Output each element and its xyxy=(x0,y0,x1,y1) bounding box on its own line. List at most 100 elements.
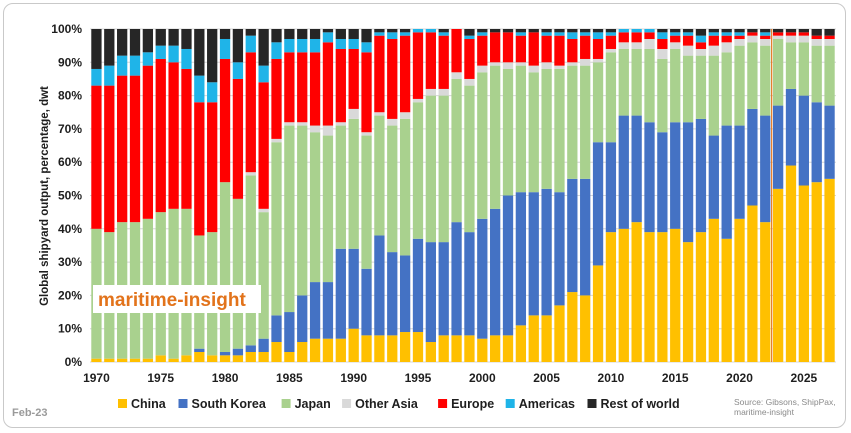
bar-segment-europe xyxy=(194,102,205,236)
bar-segment-rest-of-world xyxy=(502,29,514,33)
source-line-2: maritime-insight xyxy=(734,407,795,417)
bar-segment-china xyxy=(708,218,719,362)
bar-segment-other-asia xyxy=(412,98,424,103)
bar-segment-china xyxy=(477,338,488,362)
bar-segment-europe xyxy=(181,68,192,209)
bar-segment-south-korea xyxy=(682,122,694,243)
bar-segment-americas xyxy=(734,32,745,36)
bar-segment-japan xyxy=(760,45,771,116)
bar-stack-1985 xyxy=(284,29,295,362)
bar-segment-south-korea xyxy=(271,315,282,343)
bar-segment-americas xyxy=(104,65,115,86)
y-tick-label: 80% xyxy=(58,89,82,103)
bar-segment-other-asia xyxy=(631,42,642,49)
bar-segment-americas xyxy=(309,38,321,53)
x-tick-label: 2000 xyxy=(469,371,496,385)
bar-segment-south-korea xyxy=(297,295,308,343)
bar-segment-china xyxy=(747,205,758,362)
bar-segment-rest-of-world xyxy=(142,29,154,53)
bar-segment-europe xyxy=(374,35,385,113)
bar-segment-europe xyxy=(348,48,359,109)
bar-segment-europe xyxy=(785,32,797,36)
y-tick-label: 60% xyxy=(58,155,82,169)
bar-segment-europe xyxy=(155,58,166,213)
bar-segment-europe xyxy=(811,35,822,39)
bar-segment-china xyxy=(297,342,308,362)
bar-segment-other-asia xyxy=(682,45,694,56)
bar-segment-americas xyxy=(644,29,655,33)
bar-segment-japan xyxy=(335,125,346,249)
bar-segment-south-korea xyxy=(528,192,539,316)
bar-stack-2019 xyxy=(721,29,732,362)
bar-segment-south-korea xyxy=(644,122,655,233)
bar-segment-other-asia xyxy=(708,45,719,56)
x-tick-label: 2025 xyxy=(790,371,817,385)
bar-stack-1977 xyxy=(181,29,192,362)
bar-segment-rest-of-world xyxy=(580,29,591,33)
legend-label: Americas xyxy=(519,397,575,411)
bar-segment-other-asia xyxy=(451,72,462,79)
bar-segment-japan xyxy=(811,45,822,103)
bar-segment-china xyxy=(580,295,591,362)
legend-swatch xyxy=(587,399,597,408)
legend-label: China xyxy=(131,397,167,411)
bar-stack-1975 xyxy=(155,29,166,362)
bar-segment-americas xyxy=(155,45,166,59)
bar-segment-china xyxy=(451,335,462,362)
bar-stack-2007 xyxy=(567,29,578,362)
bar-segment-china xyxy=(322,338,334,362)
bar-segment-china xyxy=(644,232,655,362)
bar-stack-2017 xyxy=(695,29,707,362)
bar-stack-2018 xyxy=(708,29,719,362)
bar-segment-japan xyxy=(631,48,642,116)
bar-segment-china xyxy=(734,218,745,362)
bar-segment-south-korea xyxy=(387,252,398,336)
x-tick-label: 2015 xyxy=(662,371,689,385)
bar-segment-south-korea xyxy=(502,195,514,336)
bar-segment-china xyxy=(117,358,128,362)
bar-segment-other-asia xyxy=(297,122,308,126)
bar-segment-japan xyxy=(258,212,269,339)
bar-segment-china xyxy=(361,335,372,362)
bar-segment-other-asia xyxy=(322,125,334,136)
bar-segment-rest-of-world xyxy=(554,29,565,33)
bar-segment-other-asia xyxy=(644,38,655,49)
bar-stack-2011 xyxy=(618,29,629,362)
bar-segment-japan xyxy=(168,208,179,359)
bar-segment-china xyxy=(219,355,231,362)
bar-segment-americas xyxy=(399,32,411,36)
bar-segment-south-korea xyxy=(734,125,745,219)
bar-segment-china xyxy=(412,332,424,362)
bar-segment-japan xyxy=(824,45,835,106)
bar-stack-2006 xyxy=(554,29,565,362)
y-tick-labels: 0% 10% 20% 30% 40% 50% 60% 70% 80% 90% 100% xyxy=(51,22,82,369)
bar-stack-2026 xyxy=(811,29,822,362)
bar-segment-americas xyxy=(142,52,154,66)
bar-segment-americas xyxy=(207,82,218,103)
bar-stack-1988 xyxy=(322,29,334,362)
bar-segment-europe xyxy=(618,32,629,43)
bar-segment-china xyxy=(309,338,321,362)
bar-stack-1986 xyxy=(297,29,308,362)
y-tick-label: 10% xyxy=(58,322,82,336)
bar-segment-europe xyxy=(734,35,745,39)
bar-segment-japan xyxy=(695,55,707,119)
bar-segment-south-korea xyxy=(747,108,758,206)
bar-segment-europe xyxy=(117,75,128,223)
bar-segment-japan xyxy=(412,102,424,239)
bar-segment-europe xyxy=(490,32,501,63)
bar-segment-south-korea xyxy=(464,232,475,336)
bar-segment-americas xyxy=(117,55,128,76)
bar-segment-south-korea xyxy=(567,178,578,293)
bar-segment-europe xyxy=(747,32,758,36)
bar-segment-south-korea xyxy=(309,282,321,339)
bar-segment-rest-of-world xyxy=(798,29,809,33)
bar-segment-europe xyxy=(541,35,552,63)
bar-stack-1998 xyxy=(451,29,462,362)
bar-segment-south-korea xyxy=(335,248,346,339)
bar-segment-china xyxy=(515,325,527,362)
bar-segment-china xyxy=(207,355,218,362)
bar-segment-japan xyxy=(528,72,539,193)
bar-segment-other-asia xyxy=(811,38,822,46)
bar-stack-1995 xyxy=(412,29,424,362)
